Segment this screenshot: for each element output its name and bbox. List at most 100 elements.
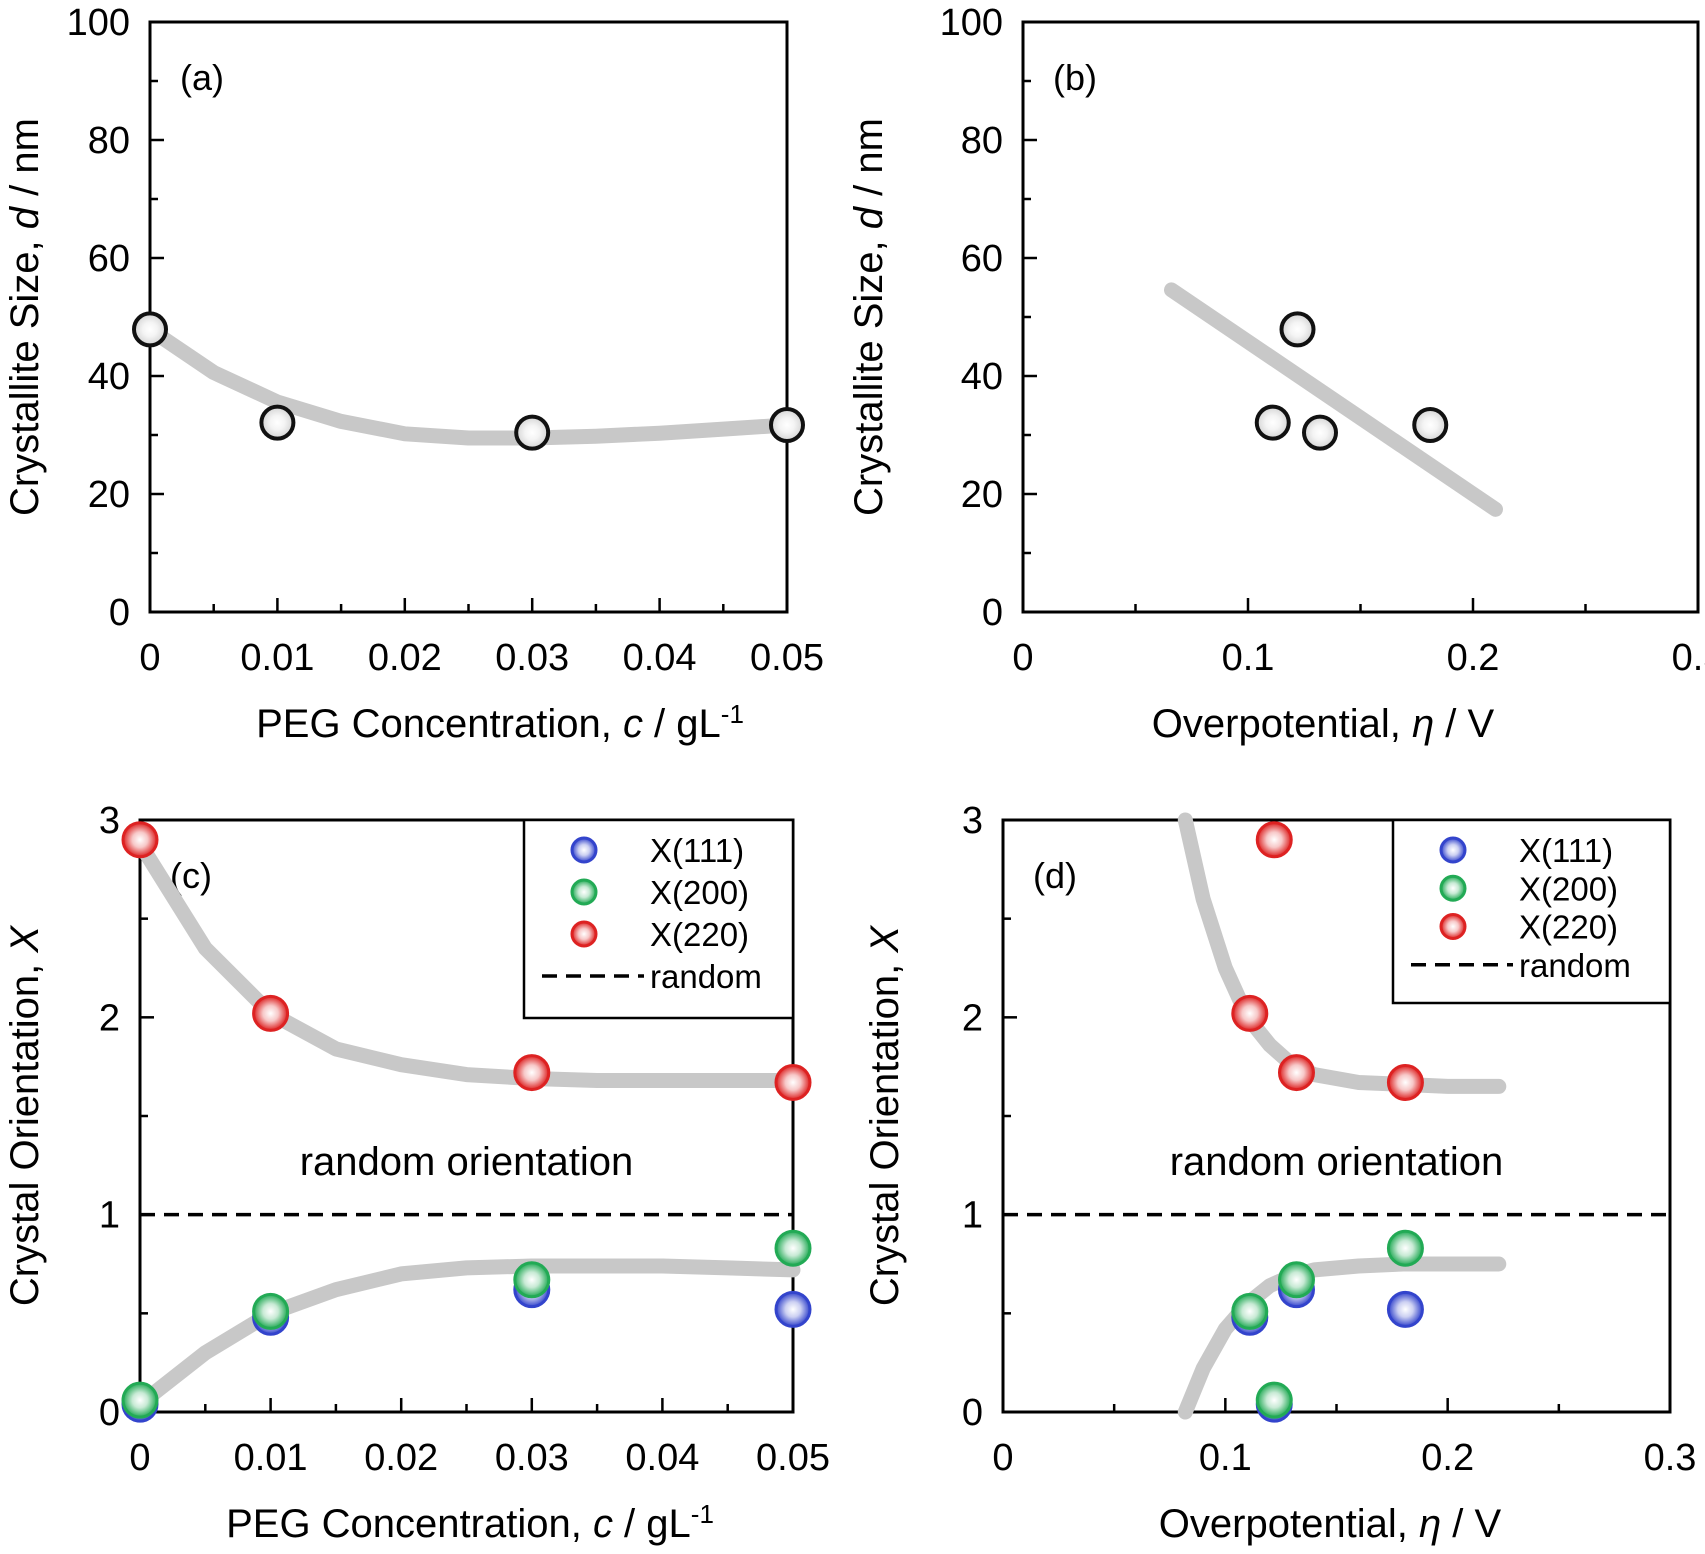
y-axis-label-variable: d (3, 205, 47, 229)
legend-label: X(111) (1519, 832, 1613, 869)
legend-label: X(200) (650, 874, 749, 911)
x-tick-label: 0.05 (750, 637, 824, 679)
x-axis-label-unit: / gL (613, 1502, 691, 1546)
chart-panel-b: 0 0.1 0.2 0.3 0 20 40 60 80 100 Overpotential, η /… (847, 2, 1705, 746)
y-tick-label: 2 (962, 997, 983, 1039)
x-axis-label: PEG Concentration, c / gL-1 (226, 1499, 714, 1546)
x-tick-label: 0 (992, 1437, 1013, 1479)
data-point-x111 (774, 1290, 812, 1328)
y-axis-label-variable: d (847, 205, 891, 229)
data-point-x200 (774, 1229, 812, 1267)
x-tick-label: 0.01 (240, 637, 314, 679)
x-tick-label: 0.1 (1222, 637, 1275, 679)
data-point-x200 (513, 1261, 551, 1299)
y-tick-label: 0 (962, 1392, 983, 1434)
x-tick-label: 0 (139, 637, 160, 679)
y-tick-label: 3 (99, 800, 120, 842)
x-axis-label: PEG Concentration, c / gL-1 (256, 699, 744, 746)
y-tick-label: 40 (88, 356, 130, 398)
x-tick-label: 0.3 (1672, 637, 1705, 679)
y-tick-label: 2 (99, 997, 120, 1039)
legend-marker (1439, 874, 1467, 902)
data-point-size (514, 414, 551, 451)
data-point-x200 (1255, 1381, 1293, 1419)
legend-label: X(220) (1519, 909, 1618, 946)
data-point-x200 (1231, 1292, 1269, 1330)
legend-box (1391, 818, 1672, 1005)
y-tick-label: 1 (99, 1195, 120, 1237)
data-point-x220 (252, 994, 290, 1032)
data-point-size (132, 311, 168, 348)
legend-marker (570, 878, 598, 906)
y-axis-label-text: Crystal Orientation, (863, 953, 907, 1306)
y-axis-label-unit: / nm (3, 118, 47, 207)
fit-curve (1164, 282, 1503, 517)
data-point-x200 (121, 1381, 159, 1419)
x-tick-label: 0.01 (234, 1437, 308, 1479)
y-axis-label-text: Crystallite Size, (847, 229, 891, 516)
x-axis-label-superscript: -1 (691, 1499, 714, 1529)
data-point-size (259, 404, 296, 441)
y-axis-label: Crystallite Size, d / nm (847, 118, 891, 516)
data-point-x220 (1386, 1063, 1424, 1101)
x-axis-label-text: Overpotential, (1152, 702, 1412, 746)
random-orientation-annotation: random orientation (300, 1140, 634, 1184)
x-tick-label: 0.04 (623, 637, 697, 679)
legend-label: X(111) (650, 832, 744, 869)
data-point-x220 (1231, 994, 1269, 1032)
data-point-x200 (1277, 1261, 1315, 1299)
y-tick-label: 100 (67, 2, 130, 44)
y-tick-label: 20 (961, 474, 1003, 516)
data-point-size (1412, 406, 1449, 443)
y-axis-label-unit: / nm (847, 118, 891, 207)
x-tick-label: 0.03 (495, 1437, 569, 1479)
panel-label: (d) (1033, 855, 1077, 896)
x-tick-label: 0.02 (364, 1437, 438, 1479)
legend-marker (1439, 836, 1467, 864)
y-axis-label-text: Crystal Orientation, (3, 953, 47, 1306)
y-tick-label: 80 (961, 120, 1003, 162)
y-tick-label: 20 (88, 474, 130, 516)
fit-curve (142, 321, 795, 446)
x-tick-label: 0 (129, 1437, 150, 1479)
y-tick-label: 100 (940, 2, 1003, 44)
legend-label: X(220) (650, 916, 749, 953)
x-tick-label: 0.3 (1644, 1437, 1697, 1479)
x-axis-label-unit: / gL (643, 702, 721, 746)
x-axis-label-text: Overpotential, (1159, 1502, 1419, 1546)
legend-marker (1439, 913, 1467, 940)
x-axis-label-unit: / V (1434, 702, 1494, 746)
y-tick-label: 40 (961, 356, 1003, 398)
y-tick-label: 60 (961, 238, 1003, 280)
random-orientation-annotation: random orientation (1170, 1140, 1504, 1184)
data-point-x200 (1386, 1229, 1424, 1267)
data-point-size (1302, 414, 1338, 451)
data-point-size (1254, 404, 1291, 441)
y-axis-label: Crystal Orientation, X (3, 925, 47, 1306)
chart-panel-d: 0 0.1 0.2 0.3 0 1 2 3 Overpotential, η / V Crysta… (863, 800, 1696, 1546)
data-point-size (769, 406, 805, 443)
x-axis-label-unit: / V (1441, 1502, 1501, 1546)
x-tick-label: 0.04 (625, 1437, 699, 1479)
x-axis-label-variable: c (623, 702, 643, 746)
y-axis-label-variable: X (3, 925, 47, 954)
y-axis-label-variable: X (863, 925, 907, 954)
panel-label: (b) (1053, 57, 1097, 98)
data-point-x200 (252, 1292, 290, 1330)
y-tick-label: 80 (88, 120, 130, 162)
panel-label: (a) (180, 57, 224, 98)
plot-frame (1021, 20, 1700, 614)
y-tick-label: 60 (88, 238, 130, 280)
legend-label: random (650, 958, 762, 995)
legend-marker (570, 836, 598, 864)
fit-curve (132, 836, 801, 1088)
data-point-x220 (774, 1063, 812, 1101)
x-tick-label: 0.02 (368, 637, 442, 679)
legend-box (522, 818, 795, 1020)
data-point-x111 (1386, 1290, 1424, 1328)
chart-panel-a: 0 0.01 0.02 0.03 0.04 0.05 0 20 40 60 80 100 PEG Con… (3, 2, 824, 746)
x-axis-label: Overpotential, η / V (1152, 702, 1495, 746)
fit-curve (132, 1258, 801, 1412)
x-axis-label: Overpotential, η / V (1159, 1502, 1502, 1546)
